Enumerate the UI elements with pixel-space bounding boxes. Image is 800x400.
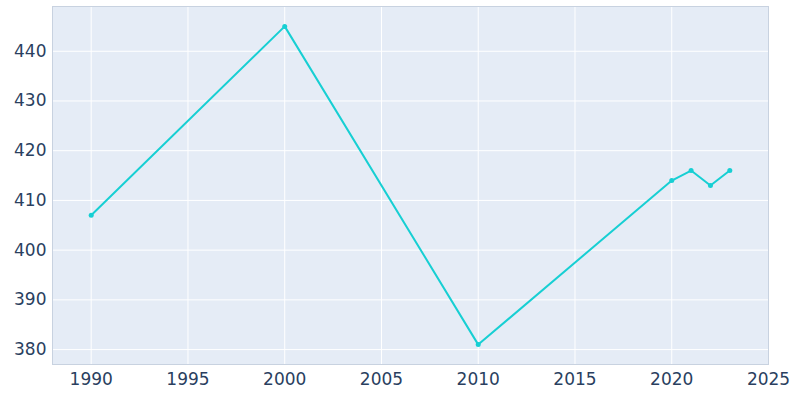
svg-text:2000: 2000 <box>263 369 306 389</box>
svg-text:1995: 1995 <box>166 369 209 389</box>
svg-text:410: 410 <box>14 190 46 210</box>
svg-text:2005: 2005 <box>360 369 403 389</box>
svg-text:1990: 1990 <box>70 369 113 389</box>
svg-text:390: 390 <box>14 289 46 309</box>
svg-text:2020: 2020 <box>650 369 693 389</box>
svg-text:440: 440 <box>14 41 46 61</box>
svg-text:2015: 2015 <box>553 369 596 389</box>
svg-text:430: 430 <box>14 90 46 110</box>
svg-text:400: 400 <box>14 240 46 260</box>
svg-text:420: 420 <box>14 140 46 160</box>
svg-text:2025: 2025 <box>747 369 790 389</box>
svg-text:380: 380 <box>14 339 46 359</box>
svg-text:2010: 2010 <box>457 369 500 389</box>
